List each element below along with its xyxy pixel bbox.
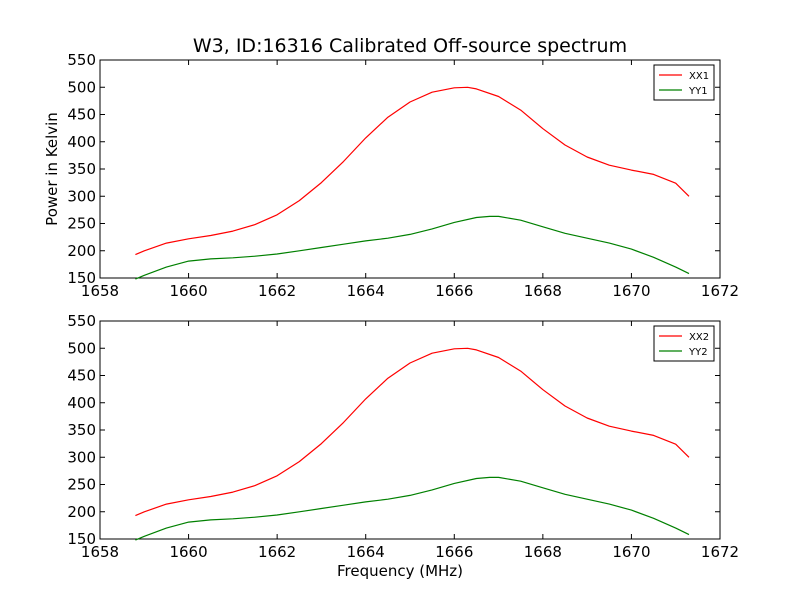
- bottom-panel: 1658 1660 1662 1664 1666 1668 1670 1672 150 200 25…: [67, 312, 739, 580]
- legend-frame: [653, 325, 715, 362]
- y-tick-label: 350: [67, 160, 96, 178]
- y-tick-label: 250: [67, 215, 96, 233]
- x-tick-label: 1668: [524, 282, 562, 300]
- x-tick-label: 1662: [258, 543, 296, 561]
- y-tick-label: 550: [67, 312, 96, 330]
- x-tick-label: 1666: [435, 282, 473, 300]
- y-tick-label: 400: [67, 394, 96, 412]
- y-tick-label: 200: [67, 242, 96, 260]
- y-tick-label: 400: [67, 133, 96, 151]
- y-tick-label: 150: [67, 530, 96, 548]
- y-tick-label: 200: [67, 503, 96, 521]
- series-line-yy2: [135, 476, 690, 541]
- series-line-xx2: [135, 347, 690, 517]
- y-tick-label: 350: [67, 421, 96, 439]
- x-tick-label: 1660: [169, 282, 207, 300]
- legend-entry: YY1: [688, 86, 708, 97]
- y-tick-label: 300: [67, 448, 96, 466]
- series-line-yy1: [135, 215, 690, 280]
- y-tick-label: 500: [67, 339, 96, 357]
- chart-title: W3, ID:16316 Calibrated Off-source spect…: [193, 35, 627, 57]
- top-panel: 1658 1660 1662 1664 1666 1668 1670 1672 150 200 25…: [43, 51, 739, 300]
- legend-frame: [653, 64, 715, 101]
- x-tick-label: 1664: [347, 282, 385, 300]
- y-tick-label: 150: [67, 269, 96, 287]
- legend-entry: YY2: [688, 347, 708, 358]
- x-tick-label: 1666: [435, 543, 473, 561]
- x-tick-label: 1668: [524, 543, 562, 561]
- y-tick-label: 500: [67, 78, 96, 96]
- plot-area: [99, 59, 721, 279]
- x-tick-label: 1660: [169, 543, 207, 561]
- plot-area: [99, 320, 721, 540]
- x-tick-label: 1662: [258, 282, 296, 300]
- y-tick-label: 450: [67, 106, 96, 124]
- legend-entry: XX2: [689, 332, 709, 343]
- x-tick-label: 1672: [701, 282, 739, 300]
- y-tick-label: 250: [67, 476, 96, 494]
- series-line-xx1: [135, 86, 690, 256]
- x-tick-label: 1658: [81, 543, 119, 561]
- x-tick-label: 1670: [612, 282, 650, 300]
- x-tick-label: 1658: [81, 282, 119, 300]
- x-axis-label: Frequency (MHz): [337, 562, 463, 580]
- y-axis-label: Power in Kelvin: [43, 112, 61, 226]
- x-tick-label: 1672: [701, 543, 739, 561]
- y-tick-label: 550: [67, 51, 96, 69]
- x-tick-label: 1664: [347, 543, 385, 561]
- legend-entry: XX1: [689, 71, 709, 82]
- y-tick-label: 300: [67, 187, 96, 205]
- x-tick-label: 1670: [612, 543, 650, 561]
- y-tick-label: 450: [67, 367, 96, 385]
